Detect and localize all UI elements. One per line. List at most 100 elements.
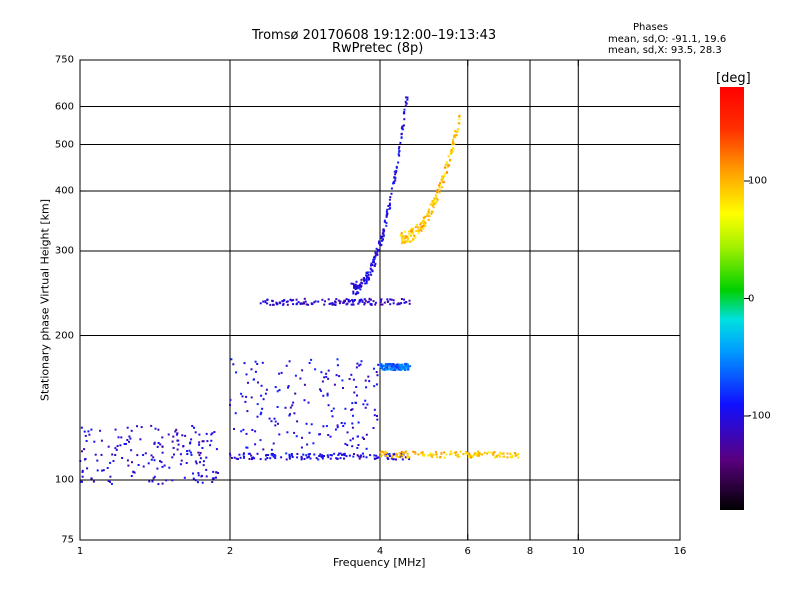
data-point — [427, 454, 430, 457]
data-point — [356, 284, 359, 287]
data-point — [94, 453, 97, 456]
data-point — [109, 475, 112, 478]
data-point — [342, 387, 344, 389]
data-point — [296, 453, 299, 455]
data-point — [451, 150, 454, 153]
data-point — [436, 198, 439, 201]
data-point — [442, 178, 445, 181]
data-point — [153, 441, 156, 444]
data-point — [404, 237, 406, 240]
data-point — [430, 210, 433, 213]
data-point — [356, 435, 359, 438]
data-point — [388, 198, 391, 201]
data-point — [245, 373, 248, 376]
data-point — [385, 210, 388, 213]
data-point — [435, 453, 438, 456]
data-point — [342, 453, 345, 456]
data-point — [312, 442, 315, 445]
data-point — [363, 438, 365, 440]
data-point — [443, 166, 446, 169]
data-point — [380, 237, 383, 239]
data-point — [365, 278, 368, 281]
data-point — [404, 369, 406, 371]
data-point — [192, 472, 194, 475]
data-point — [403, 112, 406, 115]
data-point — [266, 298, 269, 301]
data-point — [172, 435, 175, 438]
data-point — [230, 457, 233, 459]
data-point — [317, 458, 320, 461]
data-point — [458, 114, 461, 117]
data-point — [352, 292, 355, 295]
data-point — [303, 458, 306, 460]
data-point — [186, 453, 189, 455]
data-point — [360, 360, 363, 363]
data-point — [197, 474, 200, 477]
data-point — [336, 457, 339, 460]
data-point — [237, 458, 239, 460]
data-point — [206, 440, 209, 443]
data-point — [254, 370, 257, 373]
data-point — [408, 233, 411, 236]
data-point — [386, 363, 389, 366]
data-point — [344, 299, 346, 302]
data-point — [161, 451, 164, 454]
data-point — [233, 456, 236, 459]
data-point — [328, 303, 331, 305]
data-point — [272, 303, 274, 306]
data-point — [81, 450, 83, 453]
data-point — [163, 464, 166, 467]
data-point — [229, 404, 231, 406]
chart-title: Tromsø 20170608 19:12:00–19:13:43 — [252, 28, 497, 43]
data-point — [346, 444, 349, 447]
data-point — [373, 257, 376, 260]
data-point — [377, 456, 380, 459]
data-point — [369, 303, 372, 305]
data-point — [254, 430, 257, 433]
data-point — [452, 148, 455, 151]
data-point — [256, 415, 259, 418]
data-point — [247, 452, 250, 455]
data-point — [199, 457, 202, 460]
data-point — [497, 454, 500, 457]
data-point — [380, 235, 383, 238]
data-point — [262, 300, 265, 303]
data-point — [370, 262, 373, 265]
data-point — [373, 264, 376, 267]
data-point — [144, 452, 147, 455]
data-point — [373, 457, 376, 460]
data-point — [365, 282, 368, 285]
data-point — [301, 302, 304, 305]
data-point — [362, 277, 365, 280]
data-point — [398, 147, 400, 150]
data-point — [199, 461, 201, 464]
data-point — [412, 237, 415, 240]
data-point — [215, 448, 218, 451]
data-point — [385, 224, 388, 227]
data-point — [395, 171, 398, 174]
data-point — [318, 455, 321, 457]
data-point — [347, 298, 350, 301]
data-point — [399, 365, 402, 368]
data-point — [358, 285, 361, 288]
data-point — [350, 409, 353, 411]
data-point — [319, 388, 321, 391]
data-point — [291, 404, 294, 407]
data-point — [462, 453, 465, 456]
data-point — [383, 219, 386, 222]
data-point — [323, 303, 326, 306]
data-point — [325, 425, 328, 427]
data-point — [362, 455, 365, 458]
y-tick-label: 750 — [54, 54, 74, 66]
data-point — [140, 426, 143, 429]
legend-line-o: mean, sd,O: -91.1, 19.6 — [608, 34, 727, 45]
data-point — [378, 242, 380, 245]
data-point — [388, 365, 391, 368]
data-point — [325, 375, 328, 378]
data-point — [270, 448, 273, 451]
data-point — [193, 426, 195, 429]
data-point — [315, 457, 318, 460]
colorbar-ticks — [744, 180, 750, 417]
data-point — [491, 452, 494, 455]
data-point — [217, 472, 219, 474]
